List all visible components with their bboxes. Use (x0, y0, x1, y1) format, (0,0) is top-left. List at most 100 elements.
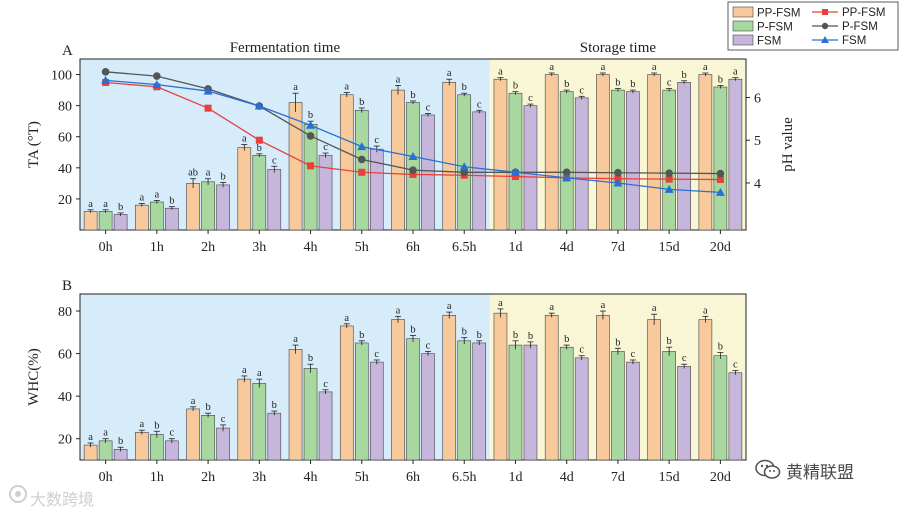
significance-letter: a (103, 428, 108, 439)
point-p-fsm-4h (306, 132, 315, 140)
point-fsm-1h (152, 80, 162, 89)
y-tick-label: 20 (58, 433, 72, 448)
significance-letter: c (426, 102, 431, 113)
significance-letter: a (601, 62, 606, 73)
bar-p-fsm-20d (713, 86, 728, 231)
x-tick-label: 2h (201, 240, 215, 255)
significance-letter: b (513, 81, 518, 92)
bar-pp-fsm-1d (493, 312, 508, 461)
bar-p-fsm-15d (662, 351, 676, 461)
significance-letter: a (498, 298, 503, 309)
significance-letter: c (528, 93, 533, 104)
significance-letter: a (703, 305, 708, 316)
significance-letter: a (206, 168, 211, 179)
bar-pp-fsm-4h (288, 349, 303, 461)
point-fsm-15d (664, 184, 674, 193)
significance-letter: b (615, 337, 620, 348)
bar-pp-fsm-4d (544, 74, 559, 231)
bar-fsm-15d (677, 366, 691, 461)
bar-pp-fsm-0h (83, 444, 98, 461)
bar-fsm-1h (165, 440, 179, 461)
significance-letter: a (191, 396, 196, 407)
significance-letter: a (549, 302, 554, 313)
point-pp-fsm-3h (255, 136, 263, 144)
significance-letter: a (293, 82, 298, 93)
point-fsm-0h (101, 75, 111, 84)
point-fsm-7d (613, 178, 623, 187)
bar-p-fsm-1h (150, 201, 164, 231)
significance-letter: b (272, 400, 277, 411)
significance-letter: b (564, 79, 569, 90)
bar-pp-fsm-5h (339, 325, 354, 461)
point-p-fsm-1h (153, 72, 161, 80)
bar-fsm-3h (267, 169, 282, 231)
bar-fsm-20d (728, 78, 743, 231)
point-p-fsm-4d (562, 168, 571, 177)
significance-letter: b (462, 82, 467, 93)
bar-p-fsm-6.5h (457, 340, 472, 461)
significance-letter: b (118, 436, 123, 447)
legend-swatch-bar-p-fsm (732, 20, 754, 32)
significance-letter: c (221, 414, 226, 425)
significance-letter: b (205, 402, 210, 413)
y-tick-label: 40 (58, 390, 72, 405)
bar-fsm-20d (728, 372, 743, 461)
point-pp-fsm-4h (307, 162, 315, 170)
region-title-fermentation: Fermentation time (230, 40, 341, 56)
bar-p-fsm-0h (98, 211, 113, 231)
watermark-left: 大数跨境 (30, 490, 95, 509)
bar-pp-fsm-5h (339, 94, 354, 231)
significance-letter: b (528, 331, 533, 342)
significance-letter: b (118, 202, 123, 213)
y2-tick-label: 4 (754, 177, 761, 192)
bar-pp-fsm-6.5h (442, 82, 457, 231)
legend-label-line: FSM (842, 35, 866, 47)
significance-letter: a (447, 301, 452, 312)
significance-letter: c (170, 428, 175, 439)
significance-letter: a (103, 199, 108, 210)
bar-fsm-2h (216, 184, 230, 231)
significance-letter: b (410, 325, 415, 336)
significance-letter: a (257, 368, 262, 379)
x-tick-label: 2h (201, 470, 215, 485)
x-tick-label: 1h (150, 240, 164, 255)
bar-fsm-6.5h (472, 342, 487, 461)
point-pp-fsm-2h (204, 104, 212, 112)
significance-letter: a (733, 67, 738, 78)
significance-letter: a (140, 419, 145, 430)
significance-letter: b (564, 334, 569, 345)
bar-fsm-1h (165, 207, 179, 231)
x-tick-label: 6h (406, 240, 420, 255)
watermark-left-icon (9, 485, 27, 503)
significance-letter: b (257, 143, 262, 154)
bar-fsm-7d (626, 361, 640, 461)
x-tick-label: 5h (355, 470, 369, 485)
bar-pp-fsm-6h (391, 89, 405, 231)
x-tick-label: 20d (710, 240, 731, 255)
significance-letter: b (718, 74, 723, 85)
legend-swatch-bar-fsm (732, 34, 754, 46)
significance-letter: a (293, 334, 298, 345)
x-tick-label: 3h (252, 240, 266, 255)
bar-fsm-5h (369, 361, 384, 461)
bar-p-fsm-7d (611, 351, 625, 461)
y-tick-label: 80 (58, 305, 72, 320)
y-axis-title: TA (°T) (26, 121, 42, 168)
y2-tick-label: 6 (754, 91, 761, 106)
bar-p-fsm-4d (559, 346, 574, 461)
x-tick-label: 4h (304, 470, 318, 485)
bar-fsm-4d (574, 97, 589, 231)
significance-letter: c (667, 78, 672, 89)
significance-letter: a (242, 134, 247, 145)
significance-letter: b (154, 420, 159, 431)
point-p-fsm-6h (409, 166, 417, 174)
y2-tick-label: 5 (754, 134, 761, 149)
significance-letter: a (652, 303, 657, 314)
bar-pp-fsm-20d (698, 74, 713, 231)
significance-letter: a (498, 67, 503, 78)
y-tick-label: 60 (58, 348, 72, 363)
bar-fsm-3h (267, 412, 282, 461)
point-pp-fsm-20d (716, 176, 724, 184)
significance-letter: c (374, 135, 379, 146)
